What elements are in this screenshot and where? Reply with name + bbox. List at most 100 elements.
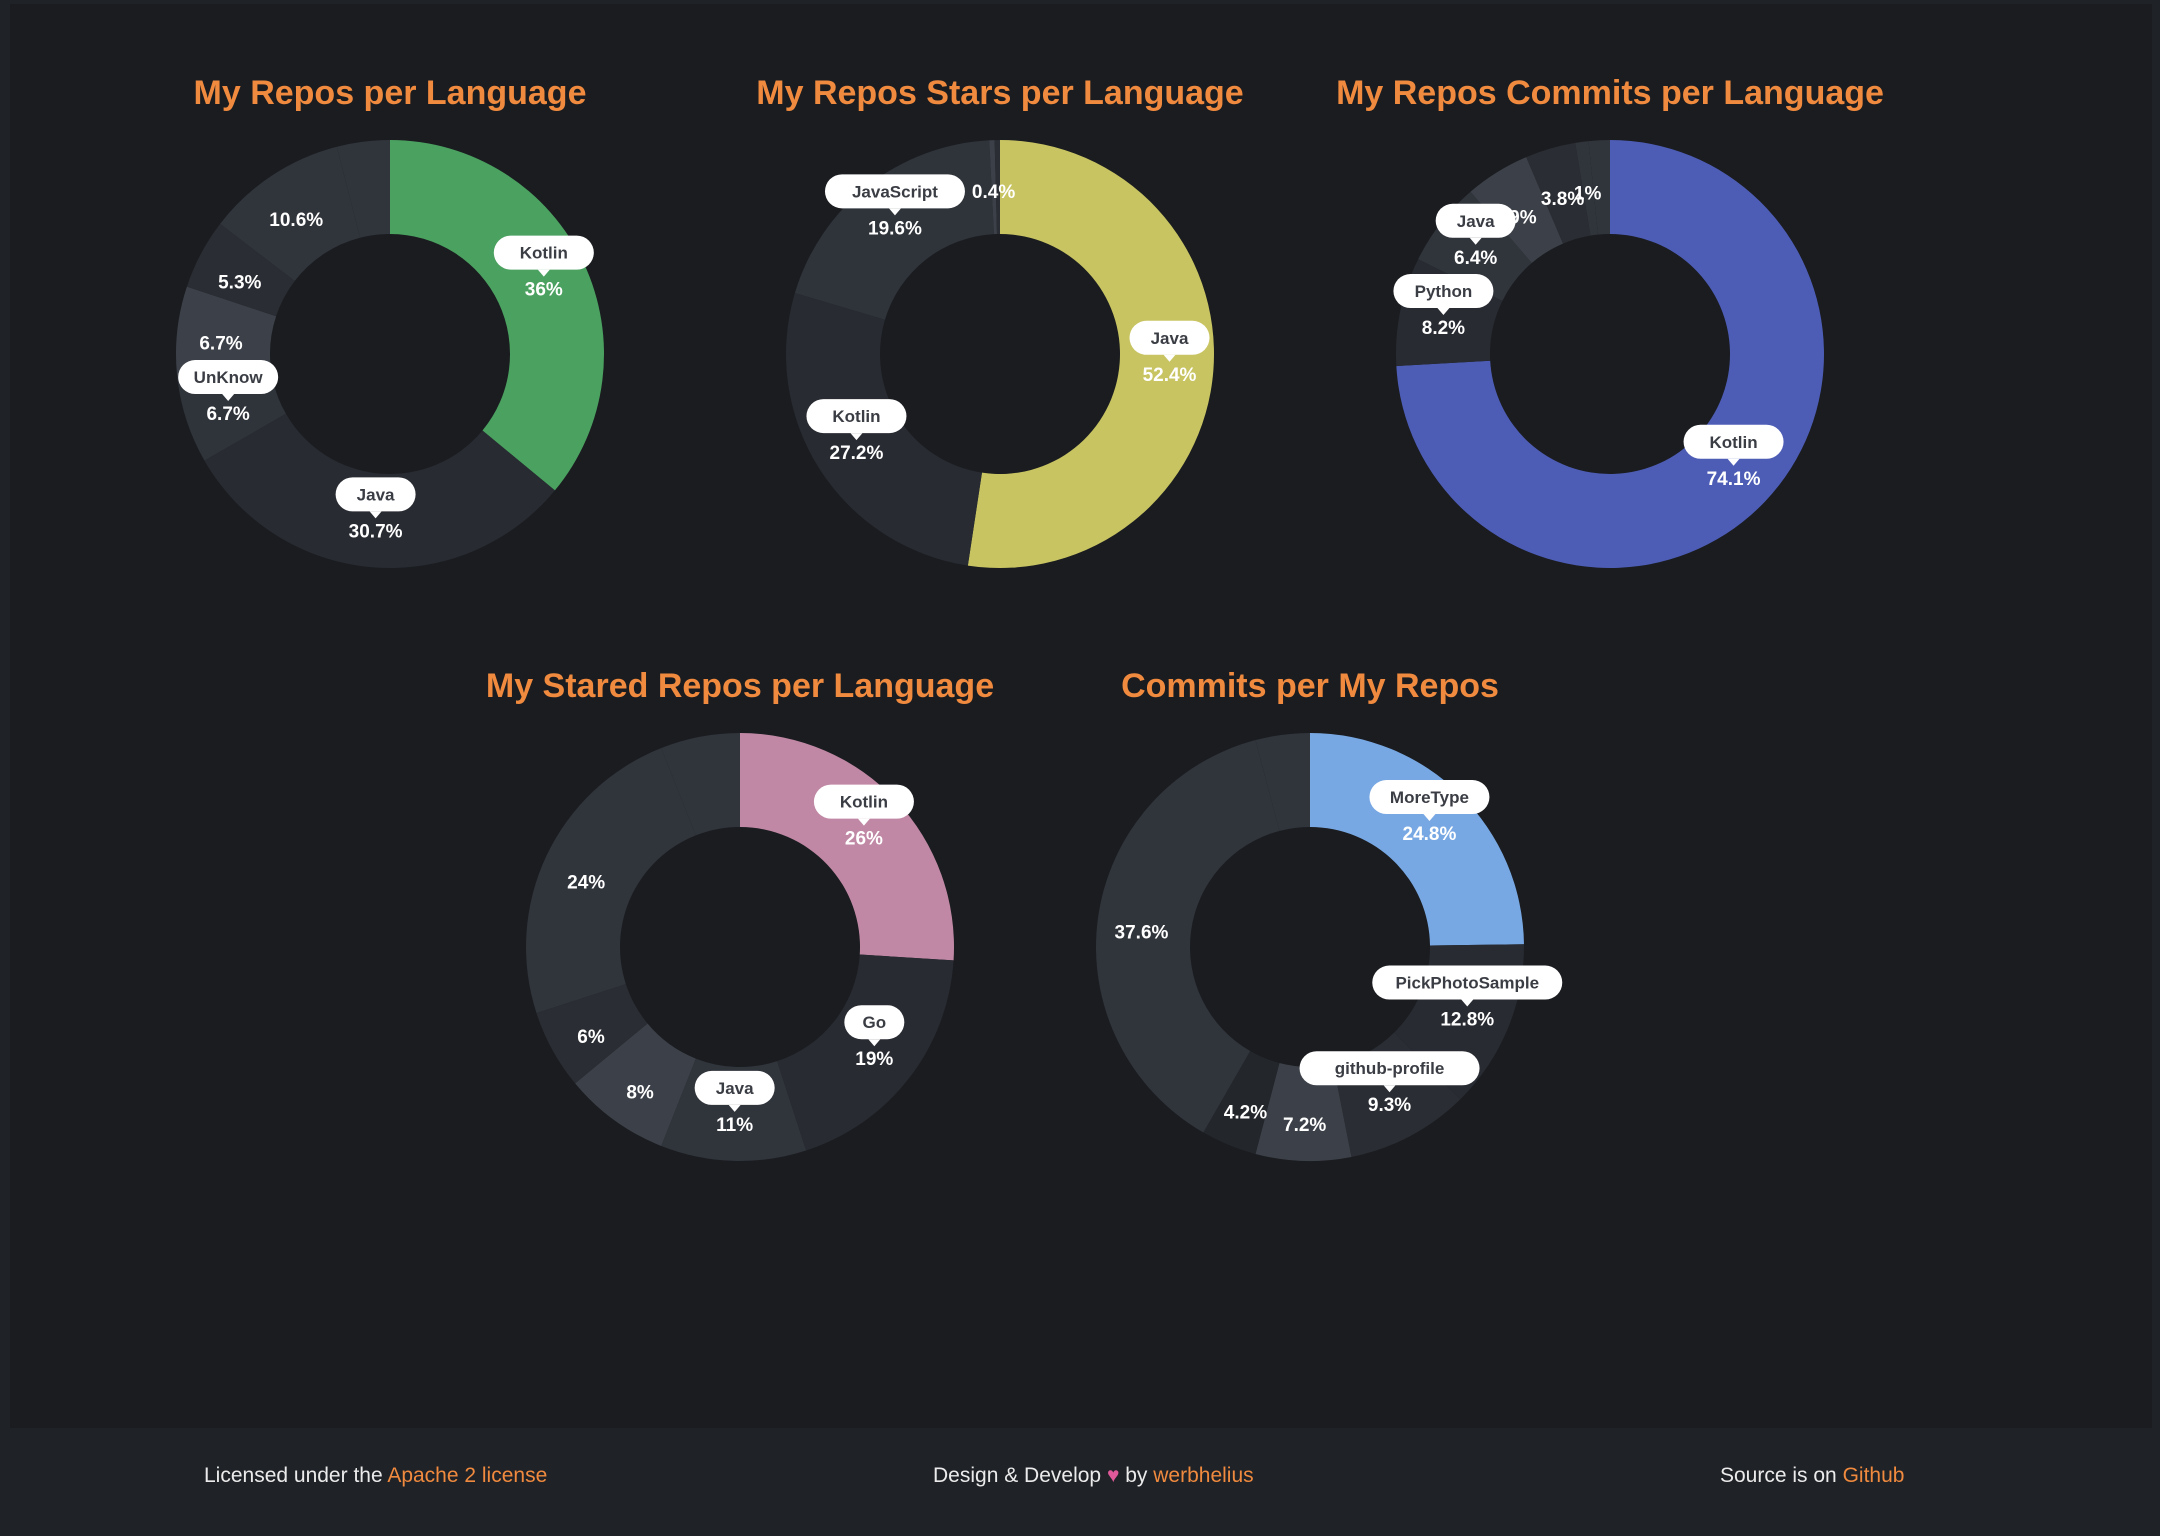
tooltip-pointer (1383, 1085, 1396, 1093)
chart-title: My Repos per Language (193, 74, 587, 112)
slice-tooltip: Python (1393, 274, 1494, 316)
slice-value-label: 6.7% (206, 404, 249, 425)
github-link[interactable]: Github (1842, 1464, 1905, 1487)
slice-name-label: PickPhotoSample (1395, 974, 1539, 993)
slice-value-label: 37.6% (1115, 923, 1169, 944)
slice-value-label: 8% (626, 1083, 654, 1104)
tooltip-bubble (178, 360, 279, 395)
slice-tooltip: Java (1435, 203, 1516, 245)
slice-value-label: 5.3% (218, 272, 261, 293)
donut-slice[interactable] (777, 954, 954, 1151)
chart-title: Commits per My Repos (1121, 667, 1499, 705)
tooltip-pointer (1437, 308, 1450, 316)
slice-value-label: 9.3% (1368, 1095, 1411, 1116)
footer: Licensed under the Apache 2 license Desi… (10, 1428, 2152, 1527)
slice-name-label: Java (357, 485, 395, 504)
donut-slice[interactable] (989, 140, 997, 235)
slice-name-label: Java (1457, 212, 1495, 231)
tooltip-bubble (1372, 965, 1563, 1000)
tooltip-pointer (857, 818, 870, 826)
donut-slice[interactable] (390, 140, 604, 491)
donut-slice[interactable] (575, 1023, 696, 1146)
donut-slice[interactable] (175, 286, 277, 376)
donut-slice[interactable] (1255, 733, 1310, 831)
donut-slice[interactable] (1096, 740, 1280, 1133)
chart-stared-repos-per-language: My Stared Repos per Language 26% Kotlin 19… (440, 597, 1040, 1161)
slice-value-label: 19.6% (868, 218, 922, 239)
chart-title: My Repos Commits per Language (1336, 74, 1884, 112)
slice-value-label: 7.2% (1283, 1115, 1326, 1136)
tooltip-pointer (850, 433, 863, 441)
slice-value-label: 12.8% (1440, 1010, 1494, 1031)
slice-value-label: 27.2% (830, 443, 884, 464)
slice-tooltip: JavaScript (824, 174, 965, 216)
tooltip-pointer (1461, 999, 1474, 1007)
slice-value-label: 26% (845, 829, 883, 850)
slice-tooltip: Kotlin (1683, 424, 1784, 466)
slice-value-label: 24% (567, 873, 605, 894)
slice-value-label: 19% (855, 1049, 893, 1070)
tooltip-pointer (868, 1039, 881, 1047)
donut-slice[interactable] (1526, 142, 1591, 244)
donut-slice[interactable] (220, 146, 361, 282)
donut-chart: 36% Kotlin 30.7% Java 6.7% UnKnow 6.7% 5.3% 10.6… (175, 140, 604, 568)
donut-slice[interactable] (1310, 733, 1524, 946)
donut-slice[interactable] (1470, 157, 1564, 263)
slice-value-label: .9% (1504, 208, 1537, 229)
chart-title: My Stared Repos per Language (485, 667, 995, 705)
tooltip-pointer (222, 394, 235, 402)
donut-slice[interactable] (336, 140, 390, 238)
slice-tooltip: Java (694, 1070, 775, 1112)
tooltip-pointer (537, 269, 550, 277)
tooltip-bubble (806, 399, 907, 434)
slice-name-label: Kotlin (1709, 433, 1757, 452)
donut-slice[interactable] (1255, 1063, 1352, 1161)
donut-slice[interactable] (1575, 141, 1598, 236)
tooltip-bubble (1393, 274, 1494, 309)
donut-slice[interactable] (186, 223, 295, 317)
donut-slice[interactable] (661, 733, 740, 836)
tooltip-bubble (335, 477, 416, 512)
tooltip-pointer (1423, 814, 1436, 822)
donut-chart: 74.1% Kotlin 8.2% Python 6.4% Java .9%3.8%1% (1393, 140, 1824, 568)
tooltip-pointer (369, 511, 382, 519)
donut-slice[interactable] (1396, 140, 1824, 568)
donut-slice[interactable] (994, 140, 1000, 235)
slice-value-label: 24.8% (1403, 824, 1457, 845)
slice-value-label: 6.4% (1454, 248, 1497, 269)
donut-slice[interactable] (1588, 140, 1610, 235)
donut-slice[interactable] (536, 984, 648, 1084)
slice-tooltip: Java (335, 477, 416, 519)
chart-repos-per-language: My Repos per Language 36% Kotlin 30.7% Java… (90, 4, 690, 568)
donut-slice[interactable] (740, 733, 954, 961)
credits-note: Design & Develop ♥ by werbhelius (933, 1464, 1254, 1488)
author-link[interactable]: werbhelius (1153, 1464, 1254, 1487)
tooltip-pointer (728, 1104, 741, 1112)
slice-value-label: 30.7% (349, 521, 403, 542)
chart-commits-per-repo: Commits per My Repos 24.8% MoreType 12.8% P… (1010, 597, 1610, 1161)
slice-tooltip: Kotlin (813, 784, 914, 826)
tooltip-bubble (1435, 203, 1516, 238)
tooltip-bubble (1129, 320, 1210, 355)
chart-commits-per-language: My Repos Commits per Language 74.1% Kotli… (1310, 4, 1910, 568)
source-prefix: Source is on (1720, 1464, 1843, 1487)
slice-value-label: 6.7% (199, 333, 242, 354)
tooltip-bubble (1683, 424, 1784, 459)
tooltip-pointer (888, 208, 901, 216)
slice-value-label: 3.8% (1541, 189, 1584, 210)
tooltip-bubble (1369, 780, 1490, 815)
tooltip-bubble (844, 1005, 905, 1040)
slice-name-label: JavaScript (852, 182, 938, 201)
slice-name-label: Kotlin (520, 244, 568, 263)
tooltip-bubble (493, 235, 594, 270)
tooltip-pointer (1727, 458, 1740, 466)
slice-name-label: Go (863, 1013, 887, 1032)
donut-slice[interactable] (1203, 1051, 1280, 1154)
slice-tooltip: github-profile (1299, 1051, 1480, 1093)
donut-slice[interactable] (967, 140, 1215, 568)
license-link[interactable]: Apache 2 license (387, 1464, 548, 1487)
donut-slice[interactable] (526, 748, 696, 1014)
tooltip-bubble (694, 1070, 775, 1105)
license-prefix: Licensed under the (204, 1464, 388, 1487)
slice-name-label: Java (1151, 329, 1189, 348)
